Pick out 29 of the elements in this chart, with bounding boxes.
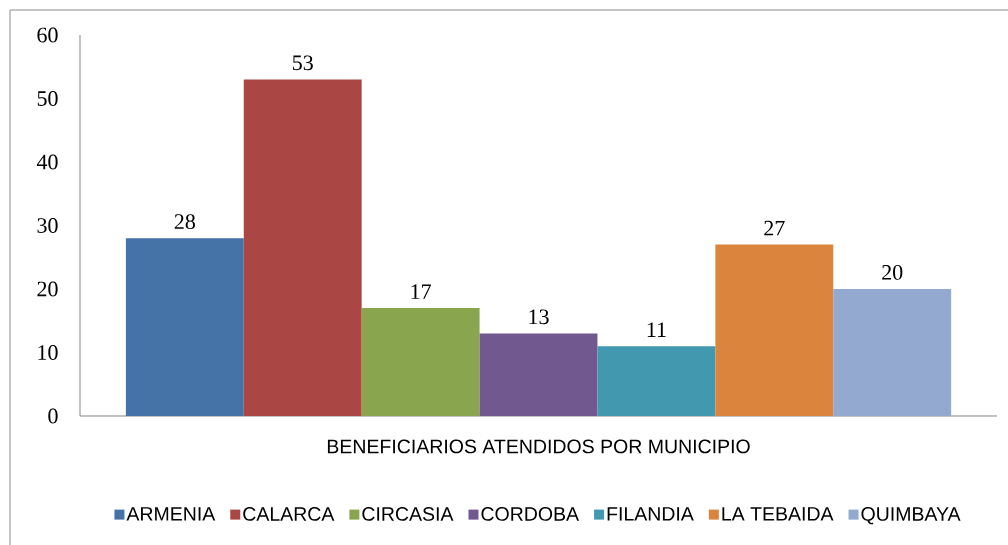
bar	[243, 79, 362, 416]
data-label: 53	[293, 55, 313, 71]
legend-label: CORDOBA	[481, 507, 580, 521]
data-label: 13	[529, 309, 549, 325]
y-tick-label: 50	[37, 91, 58, 106]
data-label: 28	[174, 214, 195, 229]
y-tick-label: 0	[48, 408, 58, 424]
y-tick-label: 20	[37, 281, 58, 297]
bar	[125, 238, 244, 416]
y-tick-label: 60	[37, 27, 58, 43]
data-label: 20	[882, 264, 903, 280]
data-label: 17	[411, 284, 431, 299]
legend-label: FILANDIA	[607, 507, 694, 521]
legend-label: LA TEBAIDA	[722, 507, 834, 521]
y-tick-label: 40	[36, 154, 58, 170]
legend-label: ARMENIA	[126, 507, 216, 521]
bar	[361, 308, 480, 416]
x-tick-label: BENEFICIARIOS ATENDIDOS POR MUNICIPIO	[327, 439, 750, 454]
y-tick-label: 30	[37, 218, 58, 233]
data-label: 27	[764, 220, 785, 236]
legend-label: CALARCA	[243, 507, 335, 521]
legend-label: CIRCASIA	[362, 507, 454, 521]
bar	[479, 333, 598, 416]
y-tick-label: 10	[38, 345, 58, 360]
data-label: 11	[647, 322, 666, 337]
legend-label: QUIMBAYA	[861, 507, 961, 525]
bar	[833, 288, 952, 416]
bar	[597, 346, 716, 416]
bar	[715, 244, 834, 416]
